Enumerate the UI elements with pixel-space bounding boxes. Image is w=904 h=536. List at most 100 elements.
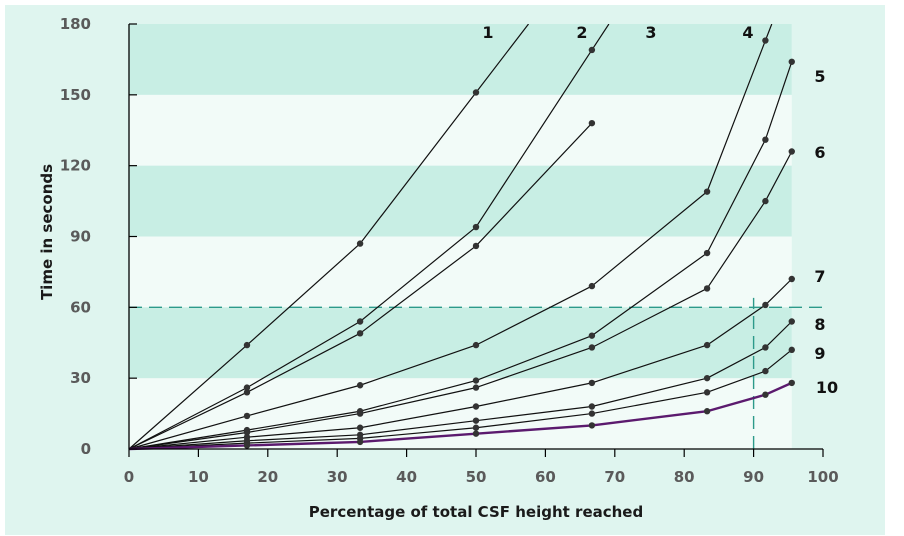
- data-point-1: [356, 240, 364, 247]
- data-point-9: [703, 389, 711, 396]
- labels: 0 30 60 90 120 150 180 0 10 20 30 40 50 60 70 80 90 100 1 2…: [60, 15, 839, 486]
- axes: [128, 23, 824, 457]
- series-line-8: [128, 321, 793, 450]
- data-point-6: [788, 148, 795, 155]
- data-point-5: [762, 136, 769, 143]
- series-label-5: 5: [814, 67, 825, 86]
- x-tick-label: 70: [604, 468, 625, 486]
- x-tick-label: 30: [327, 468, 348, 486]
- data-point-10: [762, 391, 769, 398]
- data-point-9: [762, 367, 769, 375]
- data-point-8: [762, 344, 769, 351]
- series-label-10: 10: [816, 378, 838, 397]
- series-line-7: [128, 278, 793, 450]
- series-label-6: 6: [814, 143, 825, 162]
- data-point-4: [588, 282, 596, 290]
- x-tick-label: 40: [396, 468, 417, 486]
- data-point-4: [243, 412, 251, 420]
- data-point-7: [788, 275, 795, 283]
- data-point-1: [243, 341, 251, 349]
- data-point-6: [472, 384, 480, 391]
- y-axis-title: Time in seconds: [38, 164, 56, 300]
- x-axis-title: Percentage of total CSF height reached: [309, 503, 643, 521]
- data-point-7: [762, 301, 769, 309]
- data-point-5: [472, 377, 480, 384]
- data-point-10: [588, 422, 596, 429]
- data-point-3: [356, 330, 364, 337]
- data-point-7: [356, 424, 364, 431]
- data-point-3: [472, 242, 480, 250]
- series-line-2: [128, 24, 610, 450]
- data-point-8: [703, 374, 711, 382]
- data-point-7: [472, 403, 480, 410]
- data-point-2: [588, 46, 596, 54]
- x-tick-label: 0: [124, 468, 134, 486]
- data-point-7: [703, 341, 711, 349]
- data-point-3: [588, 119, 596, 127]
- data-point-6: [703, 285, 711, 292]
- data-point-10: [788, 379, 795, 387]
- data-point-2: [243, 384, 251, 391]
- series-line-6: [128, 151, 793, 450]
- data-point-4: [762, 37, 769, 44]
- data-point-10: [472, 430, 480, 437]
- grid-band: [129, 165, 792, 237]
- series-layer: [128, 24, 795, 451]
- series-label-3: 3: [645, 23, 656, 42]
- data-point-8: [588, 403, 596, 410]
- series-label-2: 2: [576, 23, 587, 42]
- series-line-4: [128, 24, 773, 450]
- x-tick-label: 80: [674, 468, 695, 486]
- reference-lines: [129, 297, 823, 449]
- series-line-5: [128, 61, 793, 450]
- y-tick-label: 30: [70, 369, 91, 387]
- x-tick-label: 10: [188, 468, 209, 486]
- data-point-9: [472, 424, 480, 431]
- x-tick-label: 90: [743, 468, 764, 486]
- series-label-1: 1: [482, 23, 493, 42]
- data-point-10: [703, 408, 711, 415]
- data-point-7: [588, 379, 596, 387]
- series-label-7: 7: [814, 267, 825, 286]
- series-line-10: [128, 381, 793, 451]
- grid-band: [129, 24, 792, 95]
- x-tick-label: 20: [257, 468, 278, 486]
- data-point-8: [788, 318, 795, 325]
- x-tick-label: 100: [807, 468, 838, 486]
- series-label-4: 4: [742, 23, 753, 42]
- y-tick-label: 150: [60, 86, 91, 104]
- data-point-9: [588, 410, 596, 417]
- y-tick-label: 120: [60, 157, 91, 175]
- data-point-5: [703, 249, 711, 257]
- y-tick-label: 0: [81, 440, 91, 458]
- series-line-9: [128, 349, 793, 450]
- data-point-8: [472, 417, 480, 424]
- data-point-9: [788, 346, 795, 354]
- data-point-5: [788, 58, 795, 65]
- data-point-10: [243, 442, 251, 449]
- data-point-4: [703, 188, 711, 195]
- data-point-5: [588, 332, 596, 339]
- x-tick-label: 60: [535, 468, 556, 486]
- data-point-6: [356, 410, 364, 417]
- series-label-8: 8: [814, 315, 825, 334]
- data-point-6: [762, 197, 769, 205]
- data-point-3: [243, 389, 251, 396]
- grid-bands: [129, 24, 792, 449]
- data-point-4: [472, 341, 480, 349]
- data-point-6: [588, 344, 596, 351]
- data-point-6: [243, 429, 251, 436]
- data-point-1: [472, 89, 480, 96]
- x-tick-label: 50: [466, 468, 487, 486]
- y-tick-label: 180: [60, 15, 91, 33]
- y-tick-label: 90: [70, 228, 91, 246]
- y-tick-label: 60: [70, 298, 91, 316]
- data-point-2: [356, 318, 364, 325]
- series-label-9: 9: [814, 344, 825, 363]
- grid-band: [129, 307, 792, 379]
- data-point-4: [356, 382, 364, 389]
- data-point-2: [472, 223, 480, 231]
- data-point-10: [356, 438, 364, 446]
